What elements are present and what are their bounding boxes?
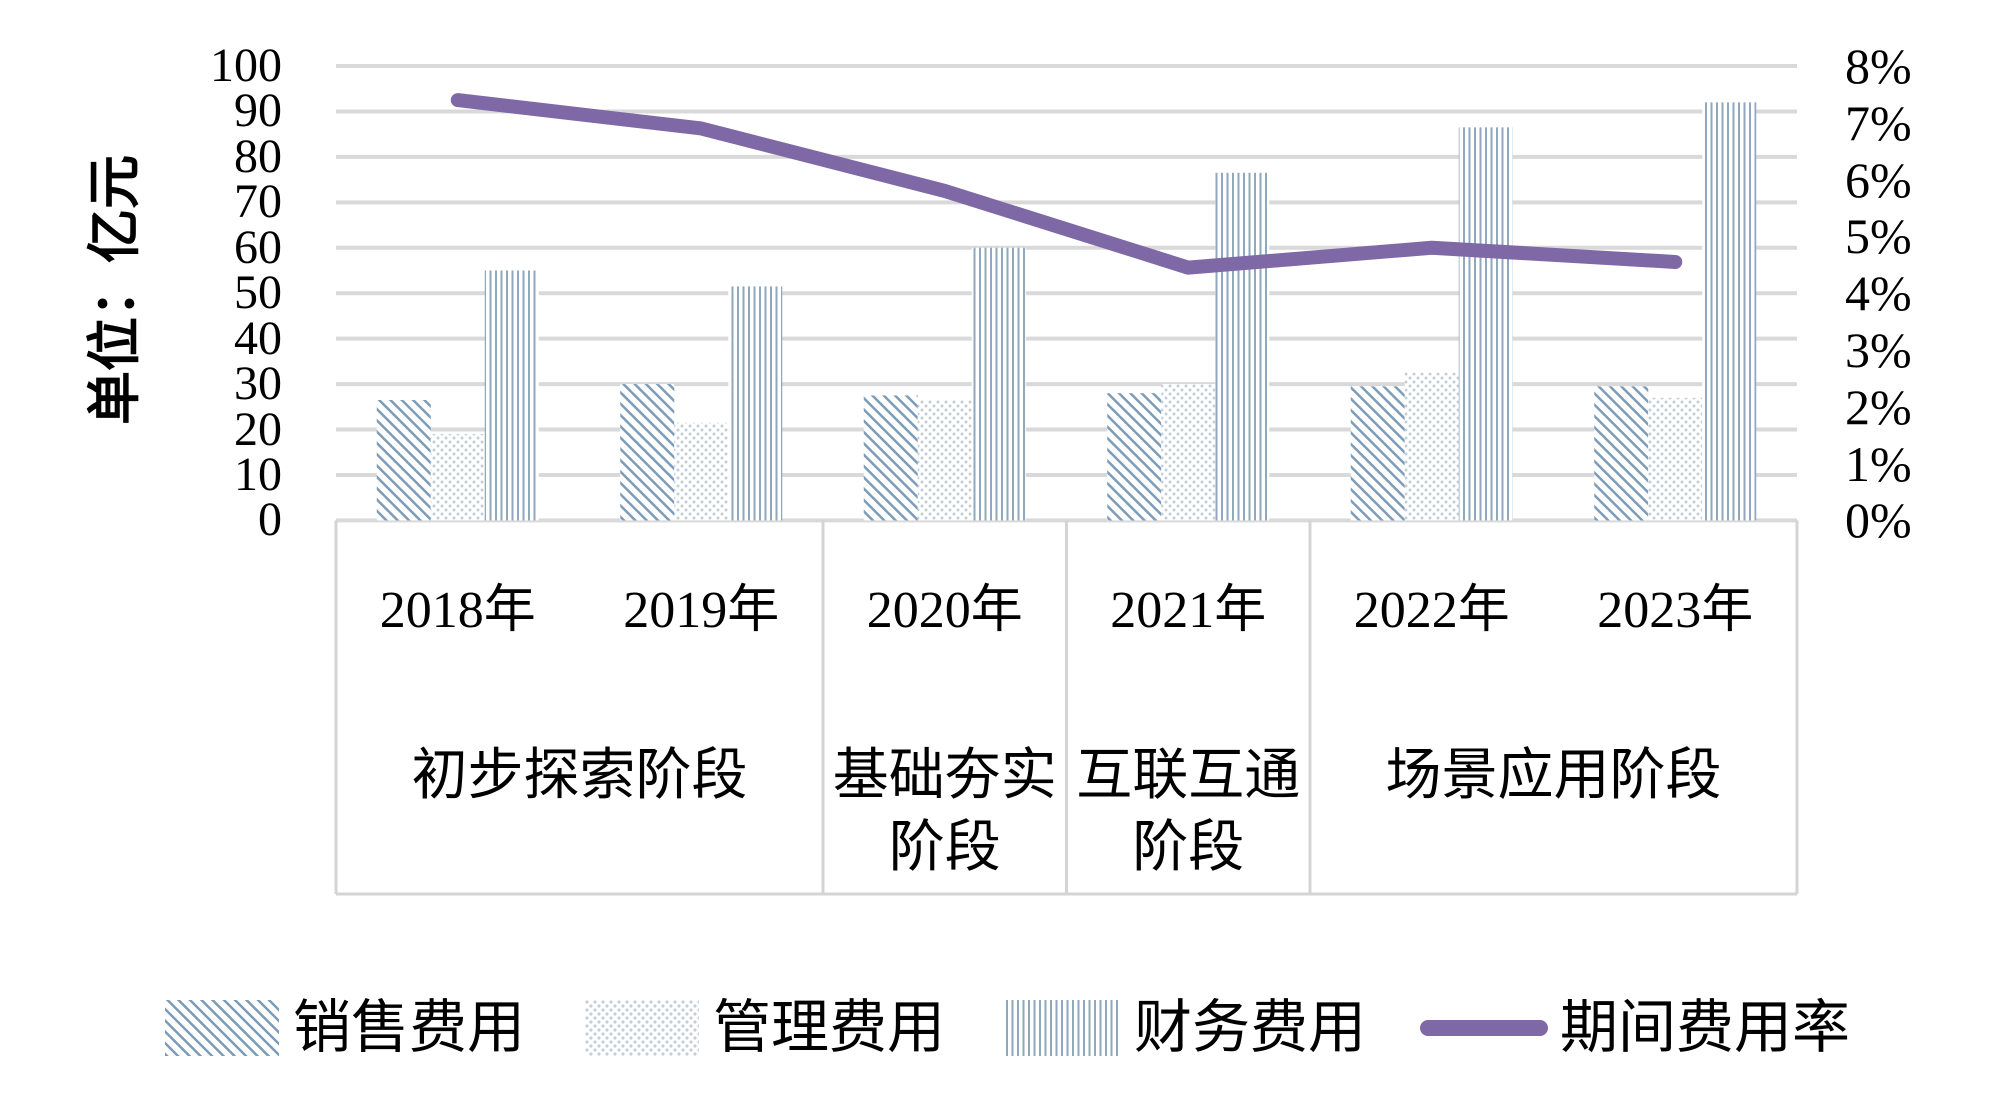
bar-财务费用-2022年 [1458,127,1513,521]
bar-销售费用-2023年 [1594,386,1649,521]
right-axis-tick-8%: 8% [1845,38,1912,94]
right-axis-tick-3%: 3% [1845,322,1912,378]
stage-label-1-line-1: 阶段 [888,817,1001,879]
bar-财务费用-2023年 [1702,102,1757,521]
right-axis-tick-1%: 1% [1845,435,1912,492]
bar-管理费用-2020年 [917,399,972,521]
bar-管理费用-2022年 [1404,372,1459,521]
y-axis-tick-0: 0 [258,493,282,547]
legend-label-sales: 销售费用 [293,995,526,1060]
right-axis-tick-7%: 7% [1845,94,1912,151]
rate-line [450,93,1683,275]
right-axis-tick-5%: 5% [1845,208,1912,265]
right-axis-tick-0%: 0% [1845,492,1912,549]
stage-label-3-line-0: 场景应用阶段 [1385,745,1722,807]
y-axis-tick-80: 80 [234,129,282,183]
bar-销售费用-2019年 [620,384,675,521]
y-axis-tick-60: 60 [234,220,282,274]
bar-销售费用-2022年 [1350,386,1405,521]
right-axis-tick-6%: 6% [1845,151,1912,208]
rate-line-icon [1420,1020,1548,1036]
bar-管理费用-2018年 [430,434,485,521]
legend-label-finance: 财务费用 [1134,995,1367,1060]
bar-财务费用-2018年 [484,270,539,521]
y-axis-tick-90: 90 [234,84,282,138]
stage-label-2-line-1: 阶段 [1132,817,1245,879]
y-axis-tick-10: 10 [234,447,282,501]
x-axis-year-label-2: 2020年 [866,582,1023,639]
bar-财务费用-2019年 [728,286,783,521]
legend-label-rate: 期间费用率 [1560,995,1851,1060]
x-axis-year-label-1: 2019年 [623,582,780,639]
legend-item-admin: 管理费用 [585,992,945,1064]
x-axis-year-label-5: 2023年 [1597,582,1754,639]
y-axis-tick-30: 30 [234,357,282,411]
y-axis-tick-20: 20 [234,402,282,456]
bar-财务费用-2020年 [971,247,1026,521]
y-axis-tick-70: 70 [234,175,282,229]
bar-管理费用-2021年 [1161,384,1216,521]
y-axis-tick-100: 100 [210,39,282,92]
bar-销售费用-2020年 [863,395,918,521]
bar-销售费用-2018年 [376,399,431,521]
stage-label-2-line-0: 互联互通 [1076,745,1301,807]
bar-管理费用-2023年 [1648,397,1703,521]
x-axis-year-label-4: 2022年 [1353,582,1510,639]
stage-label-1-line-0: 基础夯实 [832,745,1057,807]
x-axis-year-label-0: 2018年 [379,582,536,639]
y-axis-tick-50: 50 [234,266,282,320]
stage-label-0-line-0: 初步探索阶段 [411,745,748,807]
bar-管理费用-2019年 [674,422,729,521]
legend-item-sales: 销售费用 [165,992,525,1064]
y-axis-tick-40: 40 [234,311,282,365]
bar-销售费用-2021年 [1107,393,1162,521]
bar-财务费用-2021年 [1215,172,1270,521]
x-axis-year-label-3: 2021年 [1110,582,1267,639]
legend-label-admin: 管理费用 [713,995,946,1060]
admin-swatch-icon [585,1000,699,1056]
legend-item-rate: 期间费用率 [1420,992,1850,1064]
right-axis-tick-2%: 2% [1845,378,1912,435]
legend-item-finance: 财务费用 [1006,992,1366,1064]
sales-swatch-icon [165,1000,279,1056]
legend: 销售费用 管理费用 财务费用 期间费用率 [0,992,2000,1072]
right-axis-tick-4%: 4% [1845,265,1912,322]
finance-swatch-icon [1006,1000,1120,1056]
